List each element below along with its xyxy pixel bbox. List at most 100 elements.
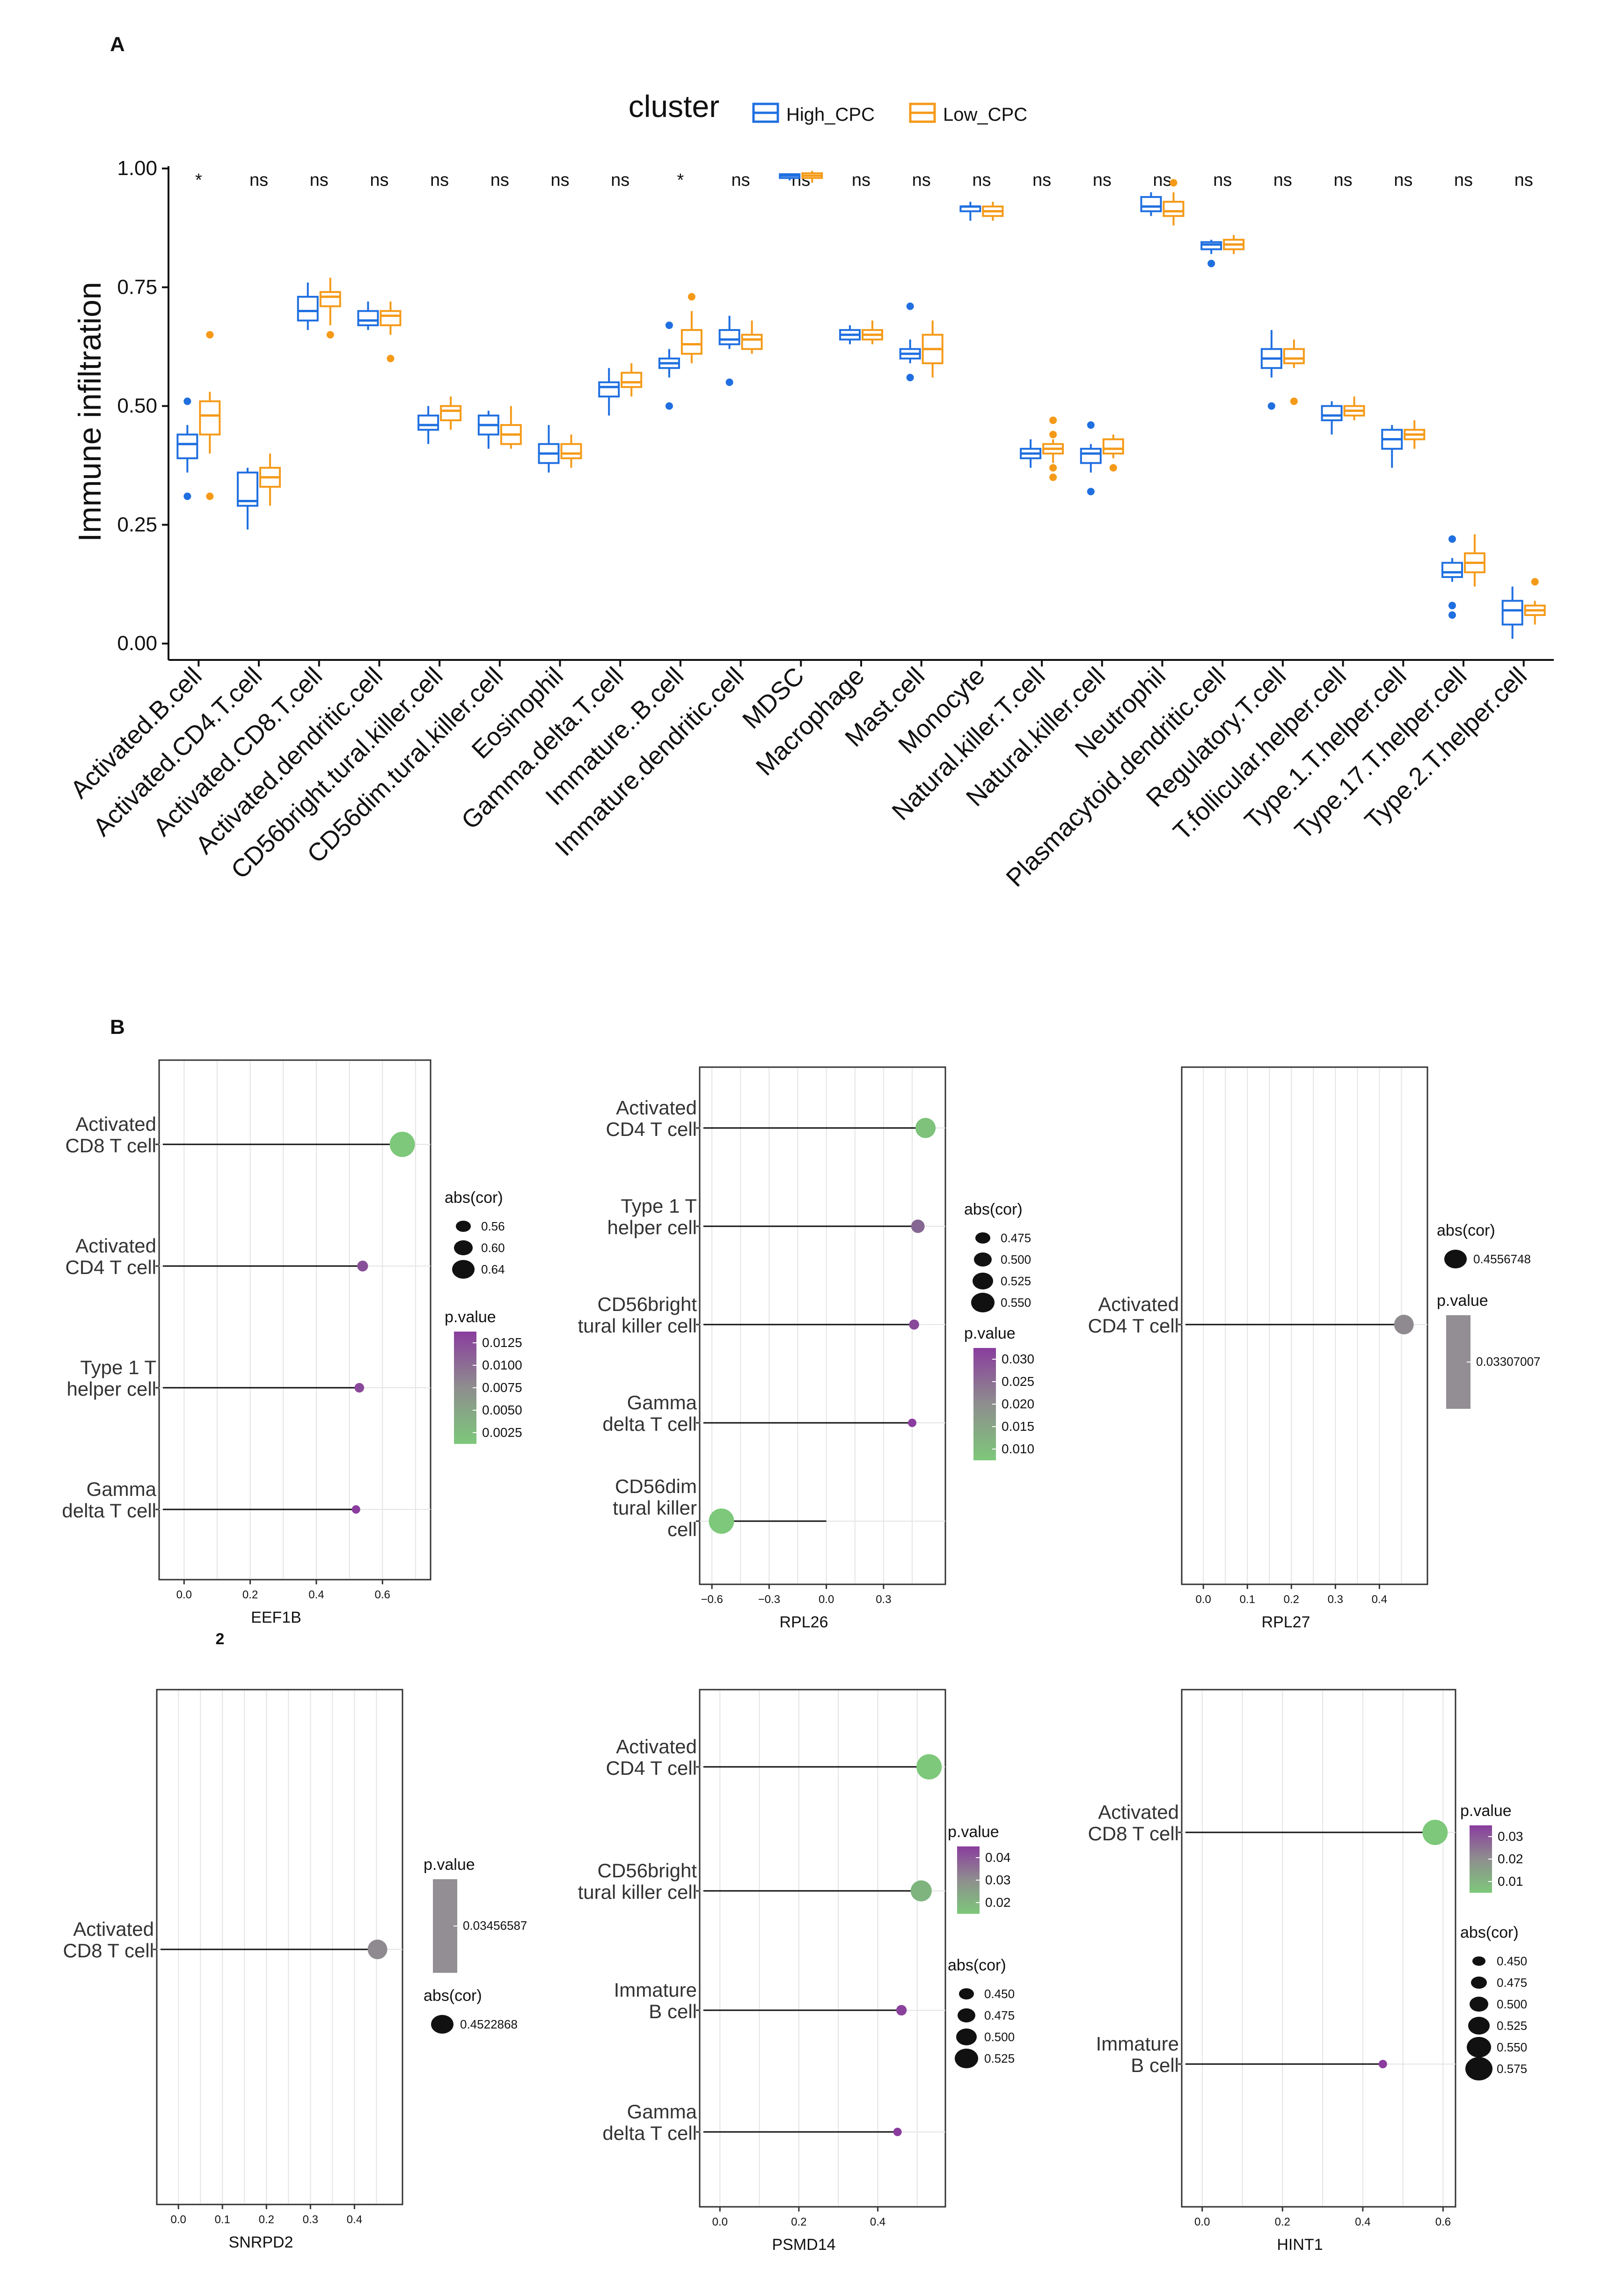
b5-dot-2 xyxy=(896,2005,907,2016)
low-outlier-3-0 xyxy=(387,355,395,362)
b4-legend-size-dot-0 xyxy=(431,2015,454,2034)
significance-5: ns xyxy=(490,170,509,190)
low-box-group-4 xyxy=(440,396,462,430)
b3-legend-size-dot-0 xyxy=(1444,1250,1467,1268)
b2-x-title: RPL26 xyxy=(780,1613,828,1631)
high-box-group-1 xyxy=(237,468,259,530)
b2-x-tick-label-3: 0.3 xyxy=(876,1593,891,1606)
low-outlier-18-0 xyxy=(1290,397,1298,405)
high-box-group-21 xyxy=(1441,535,1463,619)
high-box-group-8 xyxy=(658,321,680,410)
b3-legend-title-0: abs(cor) xyxy=(1437,1222,1495,1239)
low-box-group-12 xyxy=(922,320,944,378)
b2-legend-size-label-1: 0.500 xyxy=(1001,1252,1031,1267)
b3-x-tick-label-3: 0.3 xyxy=(1328,1593,1343,1606)
low-box-group-13 xyxy=(982,202,1004,221)
b4-x-tick-label-2: 0.2 xyxy=(259,2213,274,2226)
significance-11: ns xyxy=(852,170,871,190)
high-outlier-21-1 xyxy=(1448,601,1456,609)
b2-legend-color-label-1: 0.025 xyxy=(1002,1374,1034,1389)
high-box-group-19 xyxy=(1321,401,1343,435)
b2-legend-color-label-2: 0.020 xyxy=(1002,1397,1034,1411)
b3-label-0-1: CD4 T cell xyxy=(1088,1315,1179,1337)
b2-label-3-0: Gamma xyxy=(627,1391,697,1413)
high-box-group-9 xyxy=(718,315,740,386)
b5-x-tick-label-0: 0.0 xyxy=(712,2216,728,2228)
b2-legend-color-label-3: 0.015 xyxy=(1002,1419,1034,1434)
high-box-group-18 xyxy=(1260,330,1282,410)
low-box-4 xyxy=(440,405,462,421)
b1-label-0-1: CD8 T cell xyxy=(65,1135,156,1157)
b5-legend-size-label-0: 0.450 xyxy=(984,1987,1015,2001)
high-box-group-5 xyxy=(477,410,499,449)
high-box-group-15 xyxy=(1080,421,1102,496)
high-box-group-22 xyxy=(1501,586,1523,639)
b5-label-1-1: tural killer cell xyxy=(578,1881,697,1903)
b4-legend-size-label-0: 0.4522868 xyxy=(460,2017,518,2031)
b6-label-0-0: Activated xyxy=(1098,1801,1179,1823)
low-box-group-8 xyxy=(680,293,702,364)
high-outlier-8-0 xyxy=(665,402,673,410)
b2-legend-title-1: p.value xyxy=(964,1325,1016,1342)
b1-legend-color-label-0: 0.0125 xyxy=(482,1335,522,1350)
b4-dot-0 xyxy=(367,1940,388,1959)
significance-8: * xyxy=(677,170,684,190)
low-outlier-16-0 xyxy=(1170,179,1178,187)
b6-panel-border xyxy=(1181,1689,1456,2208)
low-outlier-14-1 xyxy=(1049,464,1057,472)
low-box-group-2 xyxy=(319,278,341,339)
b5-label-1-0: CD56bright xyxy=(598,1860,697,1882)
b6-legend-color-label-0: 0.03 xyxy=(1498,1829,1523,1844)
high-box-7 xyxy=(598,381,620,398)
significance-21: ns xyxy=(1454,170,1473,190)
high-box-group-17 xyxy=(1200,240,1222,267)
b1-legend-size-label-0: 0.56 xyxy=(481,1219,505,1233)
b1-dot-3 xyxy=(351,1505,360,1514)
significance-18: ns xyxy=(1273,170,1292,190)
high-box-22 xyxy=(1501,600,1523,626)
b6-x-tick-label-2: 0.4 xyxy=(1355,2216,1370,2228)
b1-x-tick-label-2: 0.4 xyxy=(308,1589,324,1601)
low-outlier-14-3 xyxy=(1049,416,1057,424)
high-box-0 xyxy=(176,433,198,460)
high-outlier-15-1 xyxy=(1087,421,1095,429)
b5-label-0-1: CD4 T cell xyxy=(606,1757,697,1779)
significance-2: ns xyxy=(310,170,329,190)
b3-x-tick-label-0: 0.0 xyxy=(1196,1593,1211,1606)
low-box-8 xyxy=(680,329,702,355)
b3-panel-border xyxy=(1181,1066,1428,1585)
high-box-group-13 xyxy=(959,202,981,221)
b1-label-0-0: Activated xyxy=(75,1113,156,1135)
y-axis-title: Immune infiltration xyxy=(72,282,108,542)
b3-x-tick-label-2: 0.2 xyxy=(1284,1593,1299,1606)
high-outlier-15-0 xyxy=(1087,488,1095,496)
b1-dot-0 xyxy=(389,1132,415,1157)
b1-extra-label: 2 xyxy=(216,1630,225,1648)
b1-label-1-0: Activated xyxy=(75,1235,156,1257)
b2-label-1-1: helper cell xyxy=(607,1216,697,1238)
high-outlier-0-0 xyxy=(183,492,191,500)
low-box-group-6 xyxy=(560,434,582,468)
b1-label-1-1: CD4 T cell xyxy=(65,1256,156,1278)
b5-dot-3 xyxy=(893,2128,902,2136)
high-outlier-12-0 xyxy=(906,373,914,381)
b3-dot-0 xyxy=(1394,1315,1414,1334)
b5-label-2-1: B cell xyxy=(649,2000,697,2022)
b2-label-3-1: delta T cell xyxy=(602,1413,697,1435)
b6-legend-size-dot-4 xyxy=(1467,2037,1491,2058)
b3-x-tick-label-4: 0.4 xyxy=(1372,1593,1387,1606)
high-box-group-16 xyxy=(1140,192,1162,216)
significance-15: ns xyxy=(1093,170,1112,190)
b2-label-4-1: tural killer xyxy=(613,1497,697,1519)
high-box-group-11 xyxy=(839,325,861,344)
b1-label-2-1: helper cell xyxy=(67,1378,156,1400)
b2-dot-4 xyxy=(709,1508,734,1534)
b1-label-3-1: delta T cell xyxy=(62,1500,156,1522)
high-box-group-4 xyxy=(417,406,439,444)
b5-legend-size-dot-1 xyxy=(958,2008,975,2022)
b4-x-title: SNRPD2 xyxy=(229,2233,293,2251)
b1-dot-2 xyxy=(354,1383,365,1393)
b1-panel-border xyxy=(158,1059,432,1581)
b1-legend-color-label-4: 0.0025 xyxy=(482,1425,522,1440)
high-box-17 xyxy=(1200,241,1222,250)
